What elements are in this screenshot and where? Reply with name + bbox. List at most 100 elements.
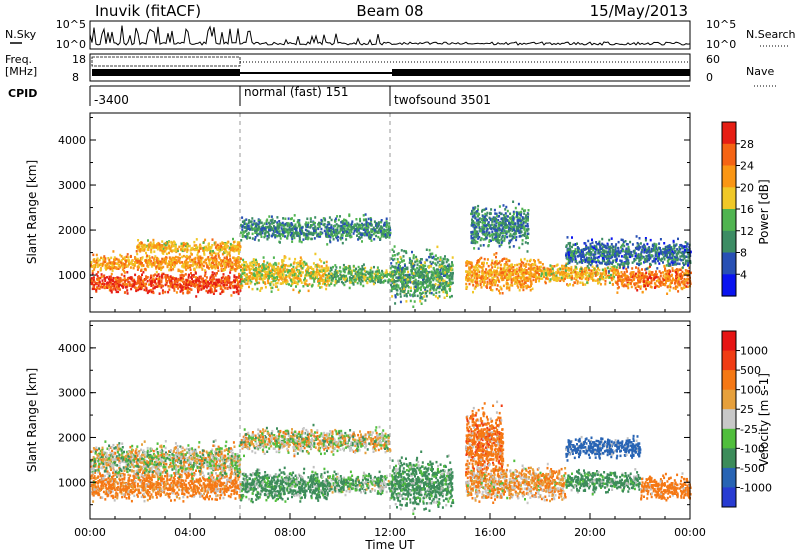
- scatter-cell: [436, 270, 439, 273]
- scatter-cell: [145, 244, 148, 248]
- scatter-cell: [151, 256, 154, 259]
- scatter-cell: [186, 265, 189, 269]
- scatter-cell: [360, 278, 363, 282]
- scatter-cell: [221, 290, 224, 293]
- scatter-cell: [326, 269, 329, 273]
- scatter-cell: [295, 232, 298, 235]
- scatter-cell: [109, 278, 112, 281]
- scatter-cell: [339, 227, 342, 231]
- scatter-cell: [175, 277, 178, 280]
- scatter-cell: [380, 280, 383, 284]
- scatter-cell: [90, 279, 93, 283]
- scatter-cell: [363, 233, 366, 236]
- scatter-cell: [238, 263, 241, 267]
- scatter-cell: [474, 239, 477, 242]
- scatter-cell: [386, 228, 389, 231]
- scatter-cell: [246, 236, 249, 239]
- scatter-cell: [443, 279, 446, 283]
- scatter-cell: [451, 281, 454, 285]
- scatter-cell: [209, 246, 212, 250]
- scatter-cell: [441, 286, 444, 289]
- scatter-cell: [491, 238, 494, 242]
- scatter-cell: [220, 267, 223, 271]
- scatter-cell: [436, 274, 439, 277]
- scatter-cell: [331, 279, 334, 282]
- scatter-cell: [123, 283, 126, 286]
- scatter-cell: [156, 256, 158, 260]
- scatter-cell: [443, 265, 446, 269]
- scatter-cell: [497, 273, 500, 276]
- scatter-cell: [233, 286, 236, 289]
- scatter-cell: [99, 276, 102, 280]
- scatter-cell: [351, 225, 354, 229]
- scatter-cell: [206, 281, 209, 285]
- scatter-cell: [224, 266, 227, 269]
- scatter-cell: [508, 259, 511, 263]
- scatter-cell: [172, 284, 175, 287]
- scatter-cell: [289, 223, 292, 226]
- scatter-cell: [225, 258, 228, 261]
- scatter-cell: [385, 271, 388, 274]
- scatter-cell: [474, 206, 477, 209]
- scatter-cell: [195, 295, 198, 298]
- scatter-cell: [339, 266, 342, 269]
- scatter-cell: [150, 250, 153, 254]
- scatter-cell: [363, 273, 366, 276]
- scatter-cell: [238, 242, 241, 245]
- scatter-cell: [396, 268, 399, 272]
- scatter-cell: [392, 281, 394, 284]
- scatter-cell: [270, 271, 273, 274]
- scatter-cell: [295, 274, 298, 277]
- scatter-cell: [398, 263, 401, 267]
- scatter-cell: [241, 216, 244, 219]
- scatter-cell: [358, 223, 361, 227]
- scatter-cell: [157, 277, 160, 281]
- scatter-cell: [538, 279, 541, 283]
- scatter-cell: [432, 271, 435, 275]
- scatter-cell: [429, 277, 431, 280]
- scatter-cell: [160, 244, 163, 248]
- scatter-cell: [196, 248, 198, 251]
- scatter-cell: [181, 255, 184, 259]
- scatter-cell: [271, 286, 274, 290]
- scatter-cell: [156, 265, 159, 268]
- scatter-cell: [173, 281, 176, 284]
- scatter-cell: [449, 267, 452, 270]
- scatter-cell: [250, 267, 253, 271]
- scatter-cell: [330, 218, 333, 222]
- scatter-cell: [122, 285, 125, 288]
- scatter-cell: [494, 212, 497, 215]
- scatter-cell: [239, 289, 242, 292]
- scatter-cell: [354, 269, 357, 272]
- scatter-cell: [408, 261, 411, 264]
- scatter-cell: [293, 224, 296, 228]
- scatter-cell: [518, 268, 521, 272]
- scatter-cell: [155, 282, 158, 285]
- scatter-cell: [240, 286, 243, 289]
- scatter-cell: [368, 271, 371, 274]
- scatter-cell: [136, 288, 139, 292]
- scatter-cell: [381, 230, 384, 233]
- scatter-cell: [417, 283, 420, 286]
- scatter-cell: [323, 278, 325, 282]
- scatter-cell: [213, 243, 216, 246]
- scatter-cell: [508, 275, 511, 278]
- scatter-cell: [180, 242, 183, 245]
- scatter-cell: [240, 239, 243, 242]
- scatter-cell: [116, 280, 119, 284]
- scatter-cell: [204, 270, 207, 274]
- scatter-cell: [259, 265, 262, 268]
- scatter-cell: [329, 226, 332, 229]
- scatter-cell: [225, 244, 228, 247]
- nsky-strip: N.Sky 10^5 10^0 10^5 10^0 N.Search: [5, 18, 796, 51]
- scatter-cell: [435, 288, 438, 291]
- scatter-cell: [255, 260, 258, 263]
- scatter-cell: [298, 264, 301, 268]
- scatter-cell: [393, 257, 396, 261]
- scatter-cell: [329, 266, 332, 270]
- scatter-cell: [191, 277, 193, 280]
- scatter-cell: [179, 276, 182, 280]
- scatter-cell: [469, 279, 472, 282]
- freq-tick-bottom: 8: [72, 71, 79, 84]
- scatter-cell: [181, 270, 184, 273]
